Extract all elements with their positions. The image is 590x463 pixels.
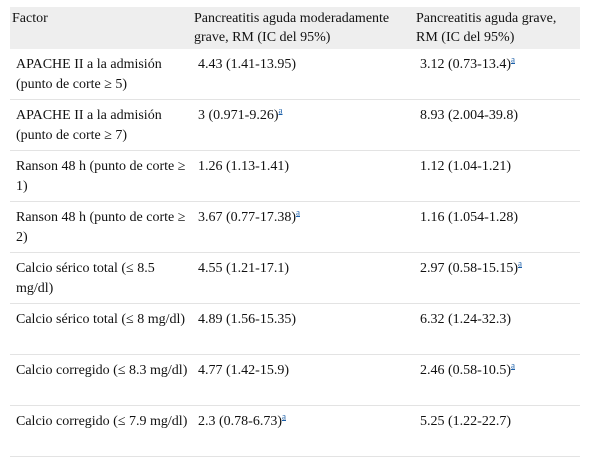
factor-cell: Ranson 48 h (punto de corte ≥ 2) xyxy=(16,210,186,245)
severe-cell: 6.32 (1.24-32.3) xyxy=(414,304,580,354)
moderate-cell: 1.26 (1.13-1.41) xyxy=(192,151,414,201)
moderate-cell-value: 3 (0.971-9.26) xyxy=(198,108,279,123)
factor-cell: APACHE II a la admisión (punto de corte … xyxy=(16,108,162,143)
moderate-cell: 4.89 (1.56-15.35) xyxy=(192,304,414,354)
header-factor: Factor xyxy=(12,11,48,26)
severe-cell-value: 2.46 (0.58-10.5) xyxy=(420,363,511,378)
severe-cell: 8.93 (2.004-39.8) xyxy=(414,100,580,150)
moderate-cell: 3.67 (0.77-17.38)a xyxy=(192,202,414,252)
table-row: Calcio corregido (≤ 8.3 mg/dl) 4.77 (1.42… xyxy=(10,355,580,406)
footnote-link[interactable]: a xyxy=(296,207,300,218)
table-row: Ranson 48 h (punto de corte ≥ 1) 1.26 (1.… xyxy=(10,151,580,202)
severe-cell: 5.25 (1.22-22.7) xyxy=(414,406,580,456)
footnote-link[interactable]: a xyxy=(278,105,283,116)
header-moderate: Pancreatitis aguda moderadamente grave, … xyxy=(194,11,390,45)
factor-cell: Calcio corregido (≤ 8.3 mg/dl) xyxy=(16,363,188,378)
severe-cell: 3.12 (0.73-13.4)a xyxy=(414,49,580,99)
severe-cell-value: 3.12 (0.73-13.4) xyxy=(420,57,511,72)
moderate-cell-value: 4.55 (1.21-17.1) xyxy=(198,261,289,276)
severe-cell: 2.97 (0.58-15.15)a xyxy=(414,253,580,303)
severe-cell-value: 8.93 (2.004-39.8) xyxy=(420,108,518,123)
footnote-link[interactable]: a xyxy=(518,258,522,269)
factor-cell: Calcio corregido (≤ 7.9 mg/dl) xyxy=(16,414,188,429)
footnote-link[interactable]: a xyxy=(511,54,515,65)
moderate-cell-value: 3.67 (0.77-17.38) xyxy=(198,210,296,225)
severe-cell-value: 6.32 (1.24-32.3) xyxy=(420,312,511,327)
moderate-cell: 4.55 (1.21-17.1) xyxy=(192,253,414,303)
severe-cell-value: 2.97 (0.58-15.15) xyxy=(420,261,518,276)
factor-cell: Calcio sérico total (≤ 8.5 mg/dl) xyxy=(16,261,155,296)
table-header-row: Factor Pancreatitis aguda moderadamente … xyxy=(10,7,580,49)
table-row: Calcio sérico total (≤ 8.5 mg/dl) 4.55 (1… xyxy=(10,253,580,304)
results-table: Factor Pancreatitis aguda moderadamente … xyxy=(10,7,580,457)
severe-cell: 2.46 (0.58-10.5)a xyxy=(414,355,580,405)
header-severe: Pancreatitis aguda grave, RM (IC del 95%… xyxy=(416,11,557,45)
moderate-cell-value: 2.3 (0.78-6.73) xyxy=(198,414,282,429)
moderate-cell-value: 4.89 (1.56-15.35) xyxy=(198,312,296,327)
moderate-cell: 4.77 (1.42-15.9) xyxy=(192,355,414,405)
severe-cell-value: 1.12 (1.04-1.21) xyxy=(420,159,511,174)
factor-cell: APACHE II a la admisión (punto de corte … xyxy=(16,57,162,92)
severe-cell: 1.16 (1.054-1.28) xyxy=(414,202,580,252)
moderate-cell-value: 1.26 (1.13-1.41) xyxy=(198,159,289,174)
factor-cell: Ranson 48 h (punto de corte ≥ 1) xyxy=(16,159,186,194)
moderate-cell-value: 4.43 (1.41-13.95) xyxy=(198,57,296,72)
moderate-cell: 2.3 (0.78-6.73)a xyxy=(192,406,414,456)
table-row: Calcio corregido (≤ 7.9 mg/dl) 2.3 (0.78-… xyxy=(10,406,580,457)
table-row: APACHE II a la admisión (punto de corte … xyxy=(10,49,580,100)
severe-cell: 1.12 (1.04-1.21) xyxy=(414,151,580,201)
footnote-link[interactable]: a xyxy=(511,360,515,371)
factor-cell: Calcio sérico total (≤ 8 mg/dl) xyxy=(16,312,186,327)
table-row: APACHE II a la admisión (punto de corte … xyxy=(10,100,580,151)
moderate-cell: 4.43 (1.41-13.95) xyxy=(192,49,414,99)
table-row: Calcio sérico total (≤ 8 mg/dl) 4.89 (1.5… xyxy=(10,304,580,355)
moderate-cell-value: 4.77 (1.42-15.9) xyxy=(198,363,289,378)
table-row: Ranson 48 h (punto de corte ≥ 2) 3.67 (0.… xyxy=(10,202,580,253)
footnote-link[interactable]: a xyxy=(282,411,286,422)
severe-cell-value: 1.16 (1.054-1.28) xyxy=(420,210,518,225)
severe-cell-value: 5.25 (1.22-22.7) xyxy=(420,414,511,429)
moderate-cell: 3 (0.971-9.26)a xyxy=(192,100,414,150)
table-body: APACHE II a la admisión (punto de corte … xyxy=(10,49,580,457)
